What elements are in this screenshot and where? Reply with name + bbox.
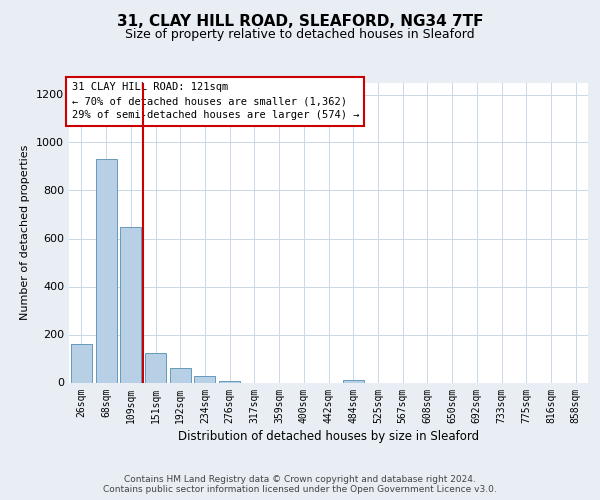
Text: 31, CLAY HILL ROAD, SLEAFORD, NG34 7TF: 31, CLAY HILL ROAD, SLEAFORD, NG34 7TF bbox=[117, 14, 483, 29]
Bar bbox=[343, 380, 364, 382]
Y-axis label: Number of detached properties: Number of detached properties bbox=[20, 145, 31, 320]
Bar bbox=[194, 376, 215, 382]
Bar bbox=[170, 368, 191, 382]
Bar bbox=[95, 160, 116, 382]
Text: Size of property relative to detached houses in Sleaford: Size of property relative to detached ho… bbox=[125, 28, 475, 41]
Bar bbox=[120, 226, 141, 382]
Bar bbox=[219, 380, 240, 382]
Text: Contains HM Land Registry data © Crown copyright and database right 2024.
Contai: Contains HM Land Registry data © Crown c… bbox=[103, 474, 497, 494]
Bar bbox=[71, 344, 92, 383]
Text: 31 CLAY HILL ROAD: 121sqm
← 70% of detached houses are smaller (1,362)
29% of se: 31 CLAY HILL ROAD: 121sqm ← 70% of detac… bbox=[71, 82, 359, 120]
X-axis label: Distribution of detached houses by size in Sleaford: Distribution of detached houses by size … bbox=[178, 430, 479, 442]
Bar bbox=[145, 352, 166, 382]
